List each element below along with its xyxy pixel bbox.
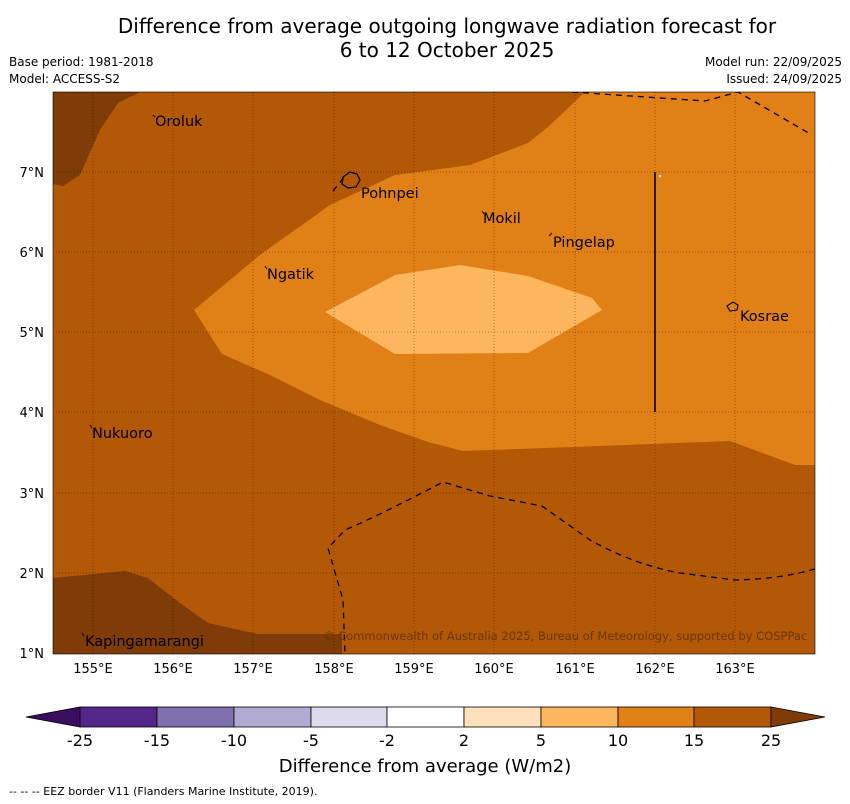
lat-tick-label: 2°N bbox=[20, 567, 45, 582]
place-label: Oroluk bbox=[155, 114, 203, 130]
model-name: Model: ACCESS-S2 bbox=[9, 72, 121, 86]
colorbar-tick-label: 2 bbox=[459, 731, 469, 750]
lon-tick-label: 159°E bbox=[394, 662, 434, 677]
colorbar-segment bbox=[463, 706, 542, 728]
copyright-notice: © Commonwealth of Australia 2025, Bureau… bbox=[323, 629, 807, 643]
anomaly-5-10-region bbox=[325, 265, 602, 354]
lon-axis: 155°E 156°E 157°E 158°E 159°E 160°E 161°… bbox=[73, 662, 755, 677]
title-line-1: Difference from average outgoing longwav… bbox=[117, 14, 777, 38]
kosrae-island-outline bbox=[726, 301, 739, 312]
colorbar-tick-label: -10 bbox=[221, 731, 247, 750]
lat-axis: 1°N 2°N 3°N 4°N 5°N 6°N 7°N bbox=[20, 166, 45, 662]
lat-tick-label: 6°N bbox=[20, 246, 45, 261]
model-run: Model run: 22/09/2025 bbox=[704, 55, 842, 69]
place-label: Kapingamarangi bbox=[85, 634, 204, 650]
colorbar-tick-label: 5 bbox=[536, 731, 546, 750]
colorbar-tick-label: 10 bbox=[608, 731, 628, 750]
place-label: Pingelap bbox=[553, 235, 615, 251]
map-title: Difference from average outgoing longwav… bbox=[0, 14, 850, 62]
base-period: Base period: 1981-2018 bbox=[9, 55, 154, 69]
anomaly-over-25-region-south bbox=[53, 571, 342, 654]
colorbar-segment bbox=[540, 706, 619, 728]
lat-tick-label: 1°N bbox=[20, 647, 45, 662]
small-islet-marker bbox=[658, 174, 662, 178]
colorbar-tick-label: 25 bbox=[761, 731, 781, 750]
colorbar-ticks: -25 -15 -10 -5 -2 2 5 10 15 25 bbox=[67, 731, 781, 750]
colorbar-extend-high bbox=[770, 706, 826, 728]
eez-border-north bbox=[571, 92, 813, 136]
place-labels: Oroluk Pohnpei Mokil Pingelap Ngatik Kos… bbox=[85, 114, 789, 650]
lat-tick-label: 4°N bbox=[20, 406, 45, 421]
colorbar-extend-low bbox=[25, 706, 81, 728]
lon-tick-label: 156°E bbox=[153, 662, 193, 677]
place-label: Ngatik bbox=[267, 267, 315, 283]
lat-tick-label: 5°N bbox=[20, 326, 45, 341]
colorbar-segment bbox=[617, 706, 695, 728]
map-frame bbox=[52, 91, 816, 655]
meta-left: Base period: 1981-2018 Model: ACCESS-S2 bbox=[9, 54, 154, 88]
lon-tick-label: 163°E bbox=[715, 662, 755, 677]
place-label: Nukuoro bbox=[92, 426, 153, 442]
colorbar-segment bbox=[79, 706, 158, 728]
place-markers bbox=[81, 114, 553, 637]
gridlines bbox=[53, 92, 815, 654]
issued-date: Issued: 24/09/2025 bbox=[726, 72, 842, 86]
colorbar-tick-label: -5 bbox=[303, 731, 319, 750]
place-label: Pohnpei bbox=[361, 186, 419, 202]
colorbar-tick-label: -15 bbox=[144, 731, 170, 750]
place-label: Kosrae bbox=[740, 309, 789, 325]
eez-footnote: -- -- -- EEZ border V11 (Flanders Marine… bbox=[9, 785, 318, 798]
colorbar-segment bbox=[693, 706, 772, 728]
pohnpei-island-outline bbox=[341, 171, 361, 189]
lat-tick-label: 3°N bbox=[20, 487, 45, 502]
lon-tick-label: 160°E bbox=[474, 662, 514, 677]
lat-tick-label: 7°N bbox=[20, 166, 45, 181]
colorbar-label: Difference from average (W/m2) bbox=[279, 756, 571, 777]
colorbar bbox=[25, 706, 826, 728]
anomaly-over-25-region-north bbox=[53, 92, 140, 186]
colorbar-segment bbox=[386, 706, 465, 728]
lon-tick-label: 162°E bbox=[635, 662, 675, 677]
title-line-2: 6 to 12 October 2025 bbox=[339, 38, 555, 62]
map-panel: Oroluk Pohnpei Mokil Pingelap Ngatik Kos… bbox=[53, 92, 815, 654]
colorbar-segment bbox=[156, 706, 235, 728]
colorbar-segment bbox=[310, 706, 388, 728]
lon-tick-label: 158°E bbox=[314, 662, 354, 677]
eez-border-south bbox=[327, 481, 815, 654]
colorbar-tick-label: -2 bbox=[379, 731, 395, 750]
place-label: Mokil bbox=[483, 211, 521, 227]
lon-tick-label: 157°E bbox=[233, 662, 273, 677]
colorbar-tick-label: -25 bbox=[67, 731, 93, 750]
colorbar-tick-label: 15 bbox=[684, 731, 704, 750]
lon-tick-label: 161°E bbox=[555, 662, 595, 677]
lon-tick-label: 155°E bbox=[73, 662, 113, 677]
meta-right: Model run: 22/09/2025 Issued: 24/09/2025 bbox=[705, 54, 842, 88]
colorbar-segment bbox=[233, 706, 312, 728]
